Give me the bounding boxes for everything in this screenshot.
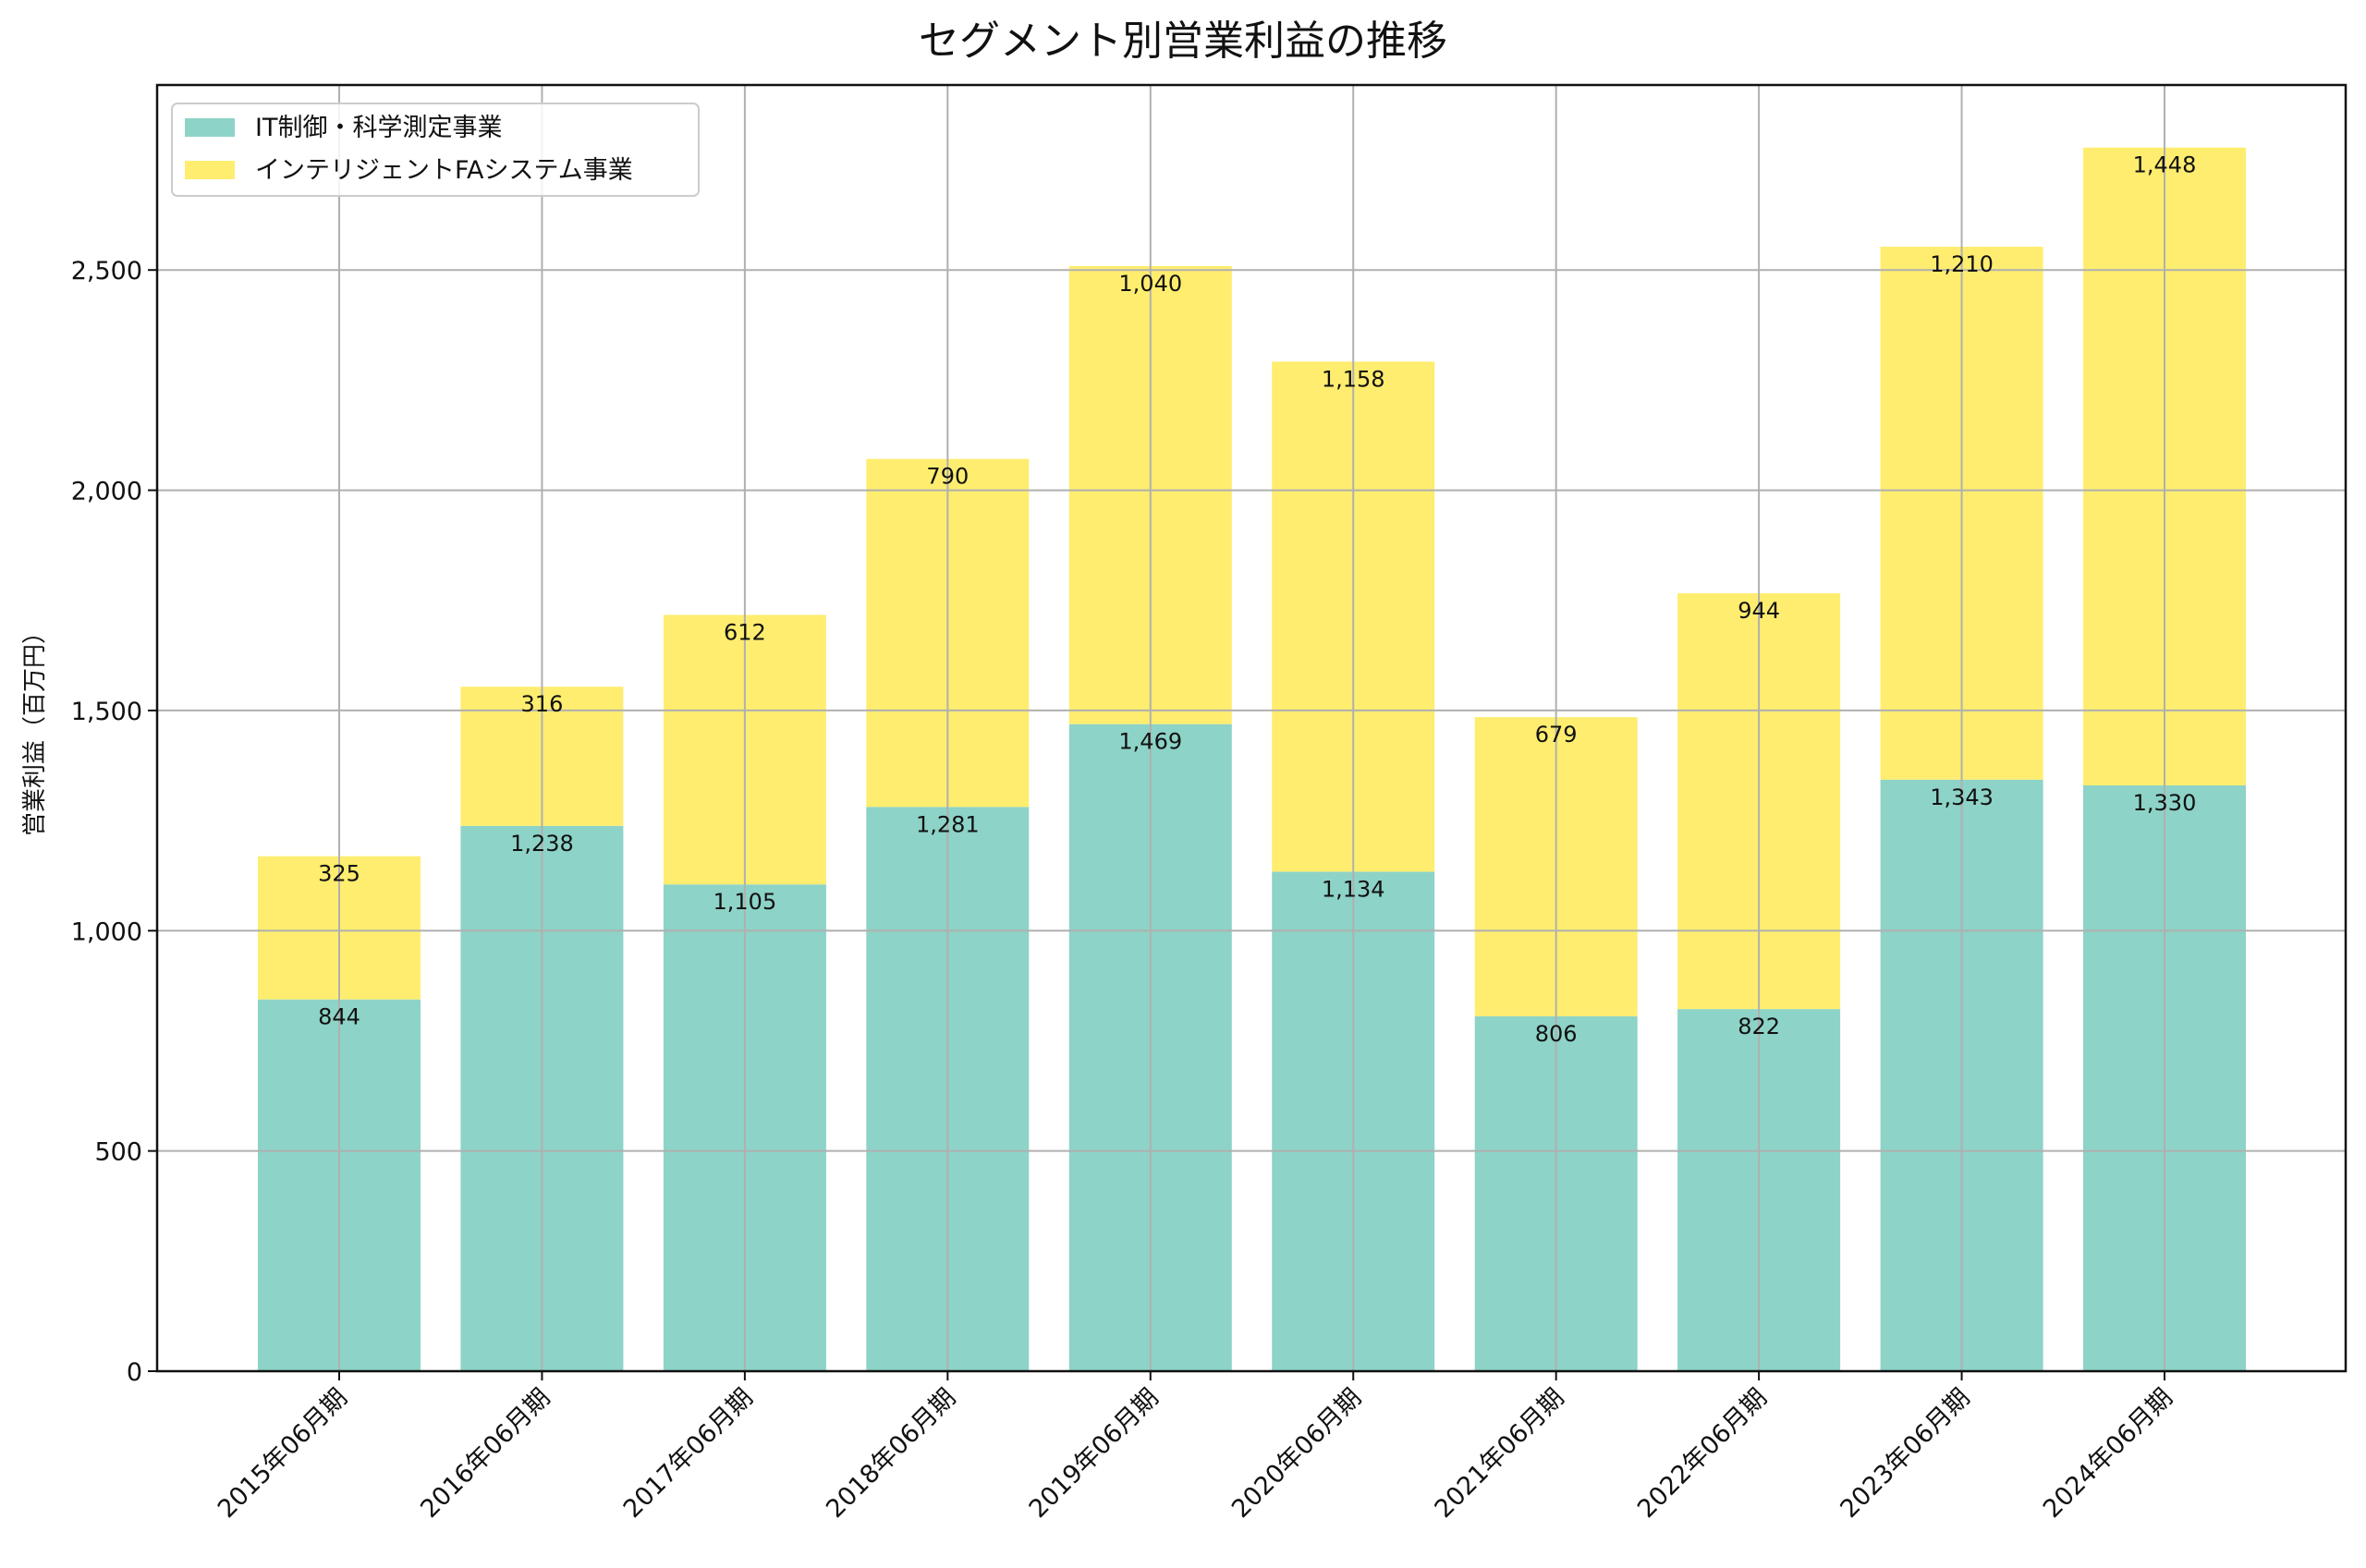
data-label-series-1-2: 612 <box>724 620 766 646</box>
x-tick-label-3: 2018年06月期 <box>821 1383 961 1524</box>
data-label-series-1-7: 944 <box>1738 598 1780 624</box>
y-tick-label-0: 0 <box>127 1358 142 1387</box>
data-label-series-0-8: 1,343 <box>1930 784 1994 810</box>
y-tick-label-5: 2,500 <box>71 257 142 286</box>
y-tick-label-3: 1,500 <box>71 698 142 726</box>
data-label-series-1-1: 316 <box>521 691 564 717</box>
y-axis-label: 営業利益（百万円） <box>21 620 49 836</box>
x-tick-label-1: 2016年06月期 <box>415 1383 555 1524</box>
x-tick-label-9: 2024年06月期 <box>2038 1383 2178 1524</box>
data-label-series-0-4: 1,469 <box>1118 729 1182 755</box>
data-label-series-1-9: 1,448 <box>2133 152 2197 178</box>
data-label-series-1-5: 1,158 <box>1322 366 1385 392</box>
x-tick-label-2: 2017年06月期 <box>618 1383 759 1524</box>
x-tick-label-6: 2021年06月期 <box>1430 1383 1570 1524</box>
plot-frame <box>155 83 2348 1373</box>
data-label-series-0-0: 844 <box>318 1004 360 1030</box>
legend-label-0: IT制御・科学測定事業 <box>255 114 502 142</box>
legend-box <box>171 103 700 197</box>
data-label-series-0-9: 1,330 <box>2133 790 2197 816</box>
x-tick-label-5: 2020年06月期 <box>1226 1383 1367 1524</box>
data-label-series-1-0: 325 <box>318 861 360 887</box>
legend-swatch-1 <box>185 161 235 179</box>
y-tick-label-1: 500 <box>94 1138 142 1167</box>
legend-swatch-0 <box>185 118 235 137</box>
x-tick-label-7: 2022年06月期 <box>1632 1383 1773 1524</box>
x-tick-label-4: 2019年06月期 <box>1024 1383 1165 1524</box>
data-label-series-1-8: 1,210 <box>1930 251 1994 277</box>
data-label-series-1-6: 679 <box>1535 722 1578 748</box>
data-label-series-1-3: 790 <box>926 464 969 490</box>
data-label-series-1-4: 1,040 <box>1118 271 1182 297</box>
x-tick-label-0: 2015年06月期 <box>213 1383 353 1524</box>
data-label-series-0-7: 822 <box>1738 1014 1780 1039</box>
y-tick-label-2: 1,000 <box>71 918 142 946</box>
data-label-series-0-1: 1,238 <box>510 831 574 857</box>
data-label-series-0-2: 1,105 <box>713 889 777 915</box>
data-label-series-0-5: 1,134 <box>1322 876 1385 902</box>
y-tick-label-4: 2,000 <box>71 478 142 506</box>
x-tick-label-8: 2023年06月期 <box>1835 1383 1975 1524</box>
legend-label-1: インテリジェントFAシステム事業 <box>255 156 633 185</box>
chart-title: セグメント別営業利益の推移 <box>919 18 1447 65</box>
data-label-series-0-6: 806 <box>1535 1021 1578 1047</box>
data-label-series-0-3: 1,281 <box>916 811 980 837</box>
